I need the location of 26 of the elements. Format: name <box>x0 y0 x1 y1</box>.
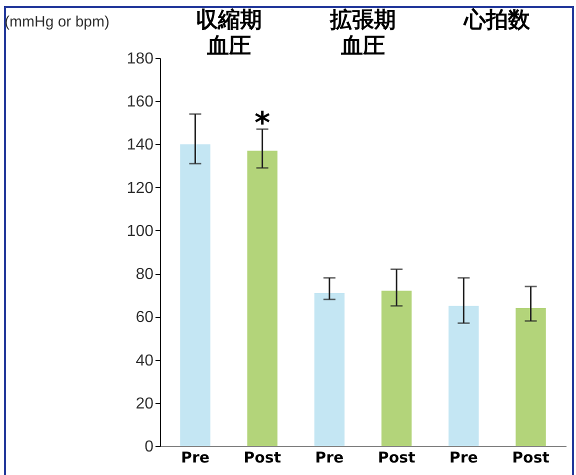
y-tick-label: 180 <box>126 50 154 68</box>
x-tick-label: Post <box>244 448 282 466</box>
x-tick-label: Post <box>378 448 416 466</box>
bar <box>381 290 412 446</box>
y-tick-label: 20 <box>136 395 154 412</box>
bar <box>448 306 479 446</box>
x-tick-label: Pre <box>449 448 478 466</box>
bar <box>314 292 345 446</box>
y-tick-label: 140 <box>126 136 154 154</box>
y-tick-label: 40 <box>136 352 154 370</box>
bar <box>516 308 546 446</box>
y-tick-label: 120 <box>126 180 154 197</box>
annotation: 拡張期血圧 <box>329 8 396 59</box>
annotation: 収縮期血圧 <box>196 8 262 59</box>
y-tick-label: 160 <box>126 94 154 111</box>
text: 心拍数 <box>463 7 532 33</box>
bar <box>247 150 278 446</box>
y-tick-label: 0 <box>144 438 154 456</box>
bar <box>180 144 210 446</box>
y-tick-label: 80 <box>136 266 154 284</box>
x-tick-label: Post <box>512 448 550 466</box>
annotation: * <box>254 106 270 142</box>
x-tick-label: Pre <box>180 448 210 466</box>
y-tick-label: 100 <box>126 222 154 240</box>
y-tick-label: 60 <box>136 309 154 326</box>
x-tick-label: Pre <box>315 448 344 466</box>
